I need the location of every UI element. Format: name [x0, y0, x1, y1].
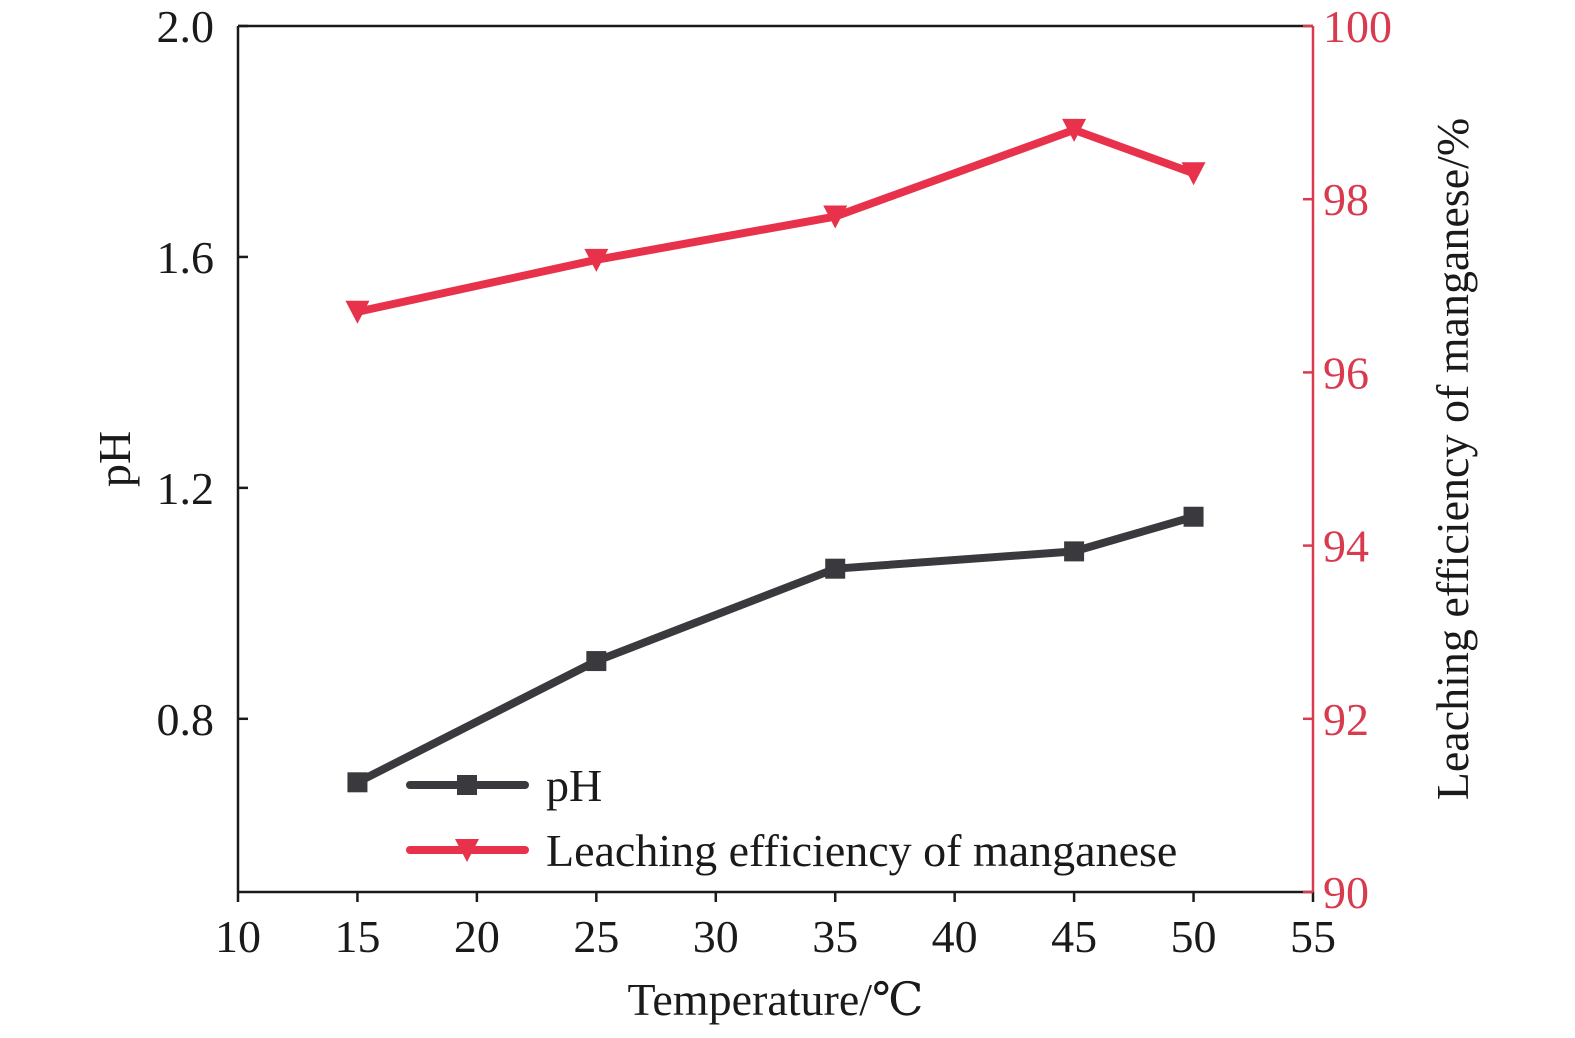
data-point-marker — [823, 205, 848, 229]
legend-marker-swatch — [455, 839, 479, 862]
data-point-marker — [345, 300, 370, 324]
x-tick-label: 55 — [1290, 911, 1336, 962]
y-left-tick-label: 1.2 — [157, 463, 215, 514]
series — [345, 118, 1206, 793]
x-tick-label: 10 — [215, 911, 261, 962]
data-point-marker — [347, 772, 368, 793]
y-right-tick-label: 94 — [1323, 521, 1369, 572]
data-point-marker — [1181, 162, 1206, 186]
legend: pH Leaching efficiency of manganese — [406, 760, 1177, 876]
x-tick-label: 30 — [693, 911, 739, 962]
x-tick-label: 35 — [812, 911, 858, 962]
legend-label-ph: pH — [546, 760, 602, 811]
x-tick-label: 25 — [573, 911, 619, 962]
series-ph — [347, 506, 1204, 793]
x-tick-label: 45 — [1051, 911, 1097, 962]
x-tick-label: 50 — [1171, 911, 1217, 962]
y-left-tick-label: 0.8 — [157, 694, 215, 745]
x-tick-label: 20 — [454, 911, 500, 962]
y-right-tick-label: 100 — [1323, 1, 1392, 52]
data-point-marker — [1064, 541, 1085, 562]
x-tick-label: 40 — [932, 911, 978, 962]
ticks: 10 15 20 25 30 35 40 45 50 55 0.8 1.2 1.6 2.0 90 92 94 96… — [157, 1, 1393, 962]
data-point-marker — [1062, 118, 1087, 142]
legend-item-leaching: Leaching efficiency of manganese — [406, 825, 1177, 876]
series-line — [353, 125, 1198, 316]
y-right-axis-title: Leaching efficiency of manganese/% — [1427, 118, 1478, 800]
y-right-tick-label: 92 — [1323, 694, 1369, 745]
y-left-tick-label: 2.0 — [157, 1, 215, 52]
legend-label-leaching: Leaching efficiency of manganese — [546, 825, 1177, 876]
data-point-marker — [825, 558, 846, 579]
y-left-tick-label: 1.6 — [157, 232, 215, 283]
axes — [236, 24, 1315, 894]
x-tick-label: 15 — [334, 911, 380, 962]
y-right-tick-label: 98 — [1323, 174, 1369, 225]
y-left-axis-title: pH — [89, 431, 140, 487]
y-right-tick-label: 90 — [1323, 867, 1369, 918]
y-right-tick-label: 96 — [1323, 347, 1369, 398]
legend-item-ph: pH — [406, 760, 602, 811]
legend-marker-swatch — [457, 775, 477, 795]
data-point-marker — [586, 651, 607, 672]
data-point-marker — [584, 248, 609, 272]
data-point-marker — [1183, 506, 1204, 527]
series-leaching-efficiency — [345, 118, 1206, 324]
x-axis-title: Temperature/℃ — [628, 974, 924, 1025]
